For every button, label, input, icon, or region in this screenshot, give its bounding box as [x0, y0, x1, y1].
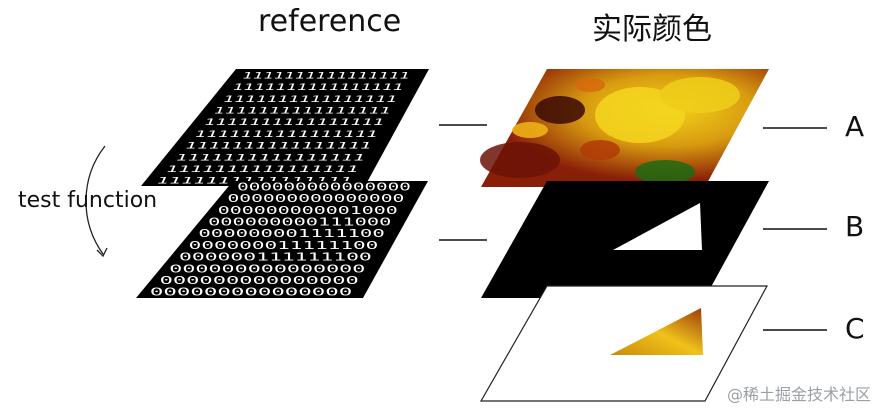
digit-row: 000000000000000: [228, 192, 405, 205]
digit-row: 1111111111111111: [233, 83, 404, 93]
digit-row: 1111111111111111: [214, 107, 391, 117]
label-b: B: [845, 210, 865, 243]
test-result-digits: 0000000000000000000000000000000000000000…: [150, 180, 411, 298]
digit-row: 000000000000000: [169, 262, 365, 275]
watermark: @稀土掘金技术社区: [726, 385, 871, 404]
digit-row: 1111111111111111: [242, 71, 410, 81]
digit-row: 1111111111111111: [223, 95, 397, 105]
digit-row: 000000000001000: [218, 204, 398, 217]
plane-a-texture: [480, 77, 740, 184]
digit-row: 000000000000000: [150, 286, 352, 299]
digit-row: 1111111111111111: [166, 165, 358, 175]
digit-row: 000000001111100: [198, 227, 384, 240]
plane-b-mask: [481, 181, 769, 298]
digit-row: 1111111111111111: [195, 130, 378, 140]
digit-row: 000000111111100: [179, 251, 372, 264]
digit-row: 000000000000000: [237, 180, 411, 193]
arrow-head: [96, 247, 108, 258]
actual-color-heading: 实际颜色: [592, 12, 712, 47]
digit-row: 000000000111000: [208, 216, 391, 229]
label-c: C: [845, 312, 865, 345]
digit-row: 000000011111100: [189, 239, 379, 252]
digit-row: 000000000000000: [160, 274, 359, 287]
test-function-label: test function: [18, 188, 158, 213]
test-result-plane: [136, 181, 428, 298]
label-a: A: [845, 110, 865, 143]
plane-c-triangle: [610, 308, 703, 355]
digit-row: 1111111111111111: [176, 153, 365, 163]
reference-plane: [141, 69, 429, 186]
plane-c-result: [479, 285, 769, 402]
test-function-arrow: [85, 145, 106, 255]
digit-row: 1111111111111111: [185, 142, 371, 152]
digit-row: 1111111111111111: [204, 118, 384, 128]
plane-b-triangle: [613, 203, 702, 250]
reference-heading: reference: [258, 4, 402, 39]
